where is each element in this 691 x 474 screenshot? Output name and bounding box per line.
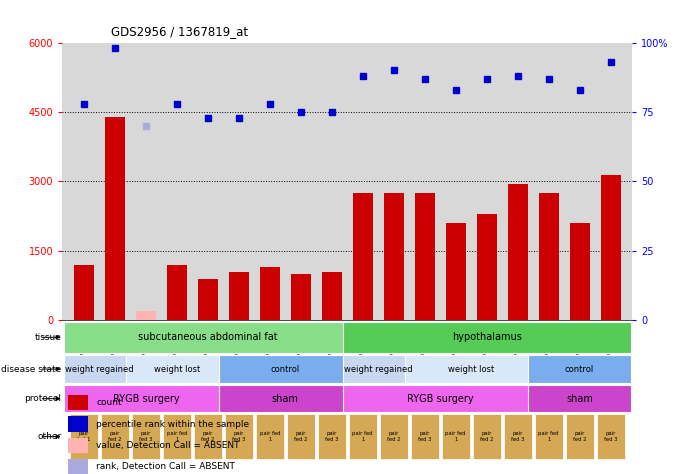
Text: pair fed
1: pair fed 1 bbox=[260, 431, 280, 442]
Bar bbox=[349, 414, 377, 459]
Bar bbox=[135, 311, 156, 320]
Text: tissue: tissue bbox=[35, 333, 61, 342]
Bar bbox=[538, 193, 559, 320]
Bar bbox=[218, 356, 352, 383]
Bar bbox=[477, 214, 497, 320]
Text: protocol: protocol bbox=[25, 394, 61, 403]
Bar bbox=[287, 414, 314, 459]
Bar bbox=[352, 193, 372, 320]
Bar bbox=[529, 385, 631, 412]
Bar bbox=[504, 414, 531, 459]
Text: disease state: disease state bbox=[1, 365, 61, 374]
Text: pair
fed 2: pair fed 2 bbox=[201, 431, 215, 442]
Text: count: count bbox=[96, 398, 122, 407]
Text: pair fed
1: pair fed 1 bbox=[352, 431, 373, 442]
Text: pair
fed 2: pair fed 2 bbox=[108, 431, 122, 442]
Text: GDS2956 / 1367819_at: GDS2956 / 1367819_at bbox=[111, 25, 247, 38]
Bar bbox=[322, 272, 342, 320]
Bar bbox=[343, 322, 631, 353]
Bar bbox=[566, 414, 594, 459]
Bar bbox=[64, 356, 135, 383]
Text: weight regained: weight regained bbox=[344, 365, 413, 374]
Bar bbox=[318, 414, 346, 459]
Bar bbox=[291, 274, 311, 320]
Bar bbox=[167, 265, 187, 320]
Bar bbox=[105, 117, 125, 320]
Bar bbox=[343, 385, 538, 412]
Bar bbox=[70, 414, 98, 459]
Text: RYGB surgery: RYGB surgery bbox=[113, 394, 179, 404]
Bar bbox=[380, 414, 408, 459]
Bar bbox=[442, 414, 470, 459]
Bar bbox=[256, 414, 284, 459]
Text: pair
fed 3: pair fed 3 bbox=[418, 431, 431, 442]
Text: hypothalamus: hypothalamus bbox=[452, 332, 522, 342]
Bar bbox=[446, 223, 466, 320]
Bar bbox=[508, 184, 528, 320]
Bar bbox=[410, 414, 439, 459]
Text: pair
fed 2: pair fed 2 bbox=[480, 431, 493, 442]
Text: subcutaneous abdominal fat: subcutaneous abdominal fat bbox=[138, 332, 278, 342]
Text: pair
fed 2: pair fed 2 bbox=[573, 431, 587, 442]
Bar bbox=[74, 265, 94, 320]
Bar bbox=[535, 414, 562, 459]
Bar bbox=[132, 414, 160, 459]
Text: pair fed
1: pair fed 1 bbox=[538, 431, 559, 442]
Text: weight lost: weight lost bbox=[153, 365, 200, 374]
Text: control: control bbox=[271, 365, 300, 374]
Bar bbox=[68, 459, 88, 474]
Bar bbox=[218, 385, 352, 412]
Bar bbox=[126, 356, 228, 383]
Bar bbox=[198, 279, 218, 320]
Bar bbox=[415, 193, 435, 320]
Text: weight regained: weight regained bbox=[65, 365, 133, 374]
Text: value, Detection Call = ABSENT: value, Detection Call = ABSENT bbox=[96, 441, 240, 450]
Bar bbox=[194, 414, 222, 459]
Bar bbox=[101, 414, 129, 459]
Bar bbox=[569, 223, 589, 320]
Bar bbox=[384, 193, 404, 320]
Text: pair
fed 3: pair fed 3 bbox=[139, 431, 153, 442]
Bar bbox=[68, 395, 88, 410]
Bar bbox=[343, 356, 414, 383]
Text: pair
fed 2: pair fed 2 bbox=[387, 431, 401, 442]
Bar bbox=[596, 414, 625, 459]
Text: control: control bbox=[565, 365, 594, 374]
Bar bbox=[163, 414, 191, 459]
Bar bbox=[68, 417, 88, 432]
Bar bbox=[473, 414, 500, 459]
Bar bbox=[404, 356, 538, 383]
Bar bbox=[64, 322, 352, 353]
Bar bbox=[225, 414, 253, 459]
Bar bbox=[260, 267, 280, 320]
Text: percentile rank within the sample: percentile rank within the sample bbox=[96, 419, 249, 428]
Text: sham: sham bbox=[272, 394, 299, 404]
Text: weight lost: weight lost bbox=[448, 365, 494, 374]
Bar bbox=[229, 272, 249, 320]
Text: RYGB surgery: RYGB surgery bbox=[407, 394, 473, 404]
Text: pair
fed 2: pair fed 2 bbox=[294, 431, 307, 442]
Text: pair
fed 3: pair fed 3 bbox=[511, 431, 524, 442]
Text: pair
fed 1: pair fed 1 bbox=[77, 431, 91, 442]
Text: pair fed
1: pair fed 1 bbox=[446, 431, 466, 442]
Text: pair
fed 3: pair fed 3 bbox=[604, 431, 617, 442]
Bar bbox=[68, 438, 88, 453]
Bar bbox=[529, 356, 631, 383]
Text: other: other bbox=[37, 432, 61, 441]
Bar bbox=[64, 385, 228, 412]
Text: pair
fed 3: pair fed 3 bbox=[232, 431, 245, 442]
Text: pair
fed 3: pair fed 3 bbox=[325, 431, 339, 442]
Bar bbox=[600, 174, 621, 320]
Text: rank, Detection Call = ABSENT: rank, Detection Call = ABSENT bbox=[96, 462, 235, 471]
Text: pair fed
1: pair fed 1 bbox=[167, 431, 187, 442]
Text: sham: sham bbox=[566, 394, 593, 404]
